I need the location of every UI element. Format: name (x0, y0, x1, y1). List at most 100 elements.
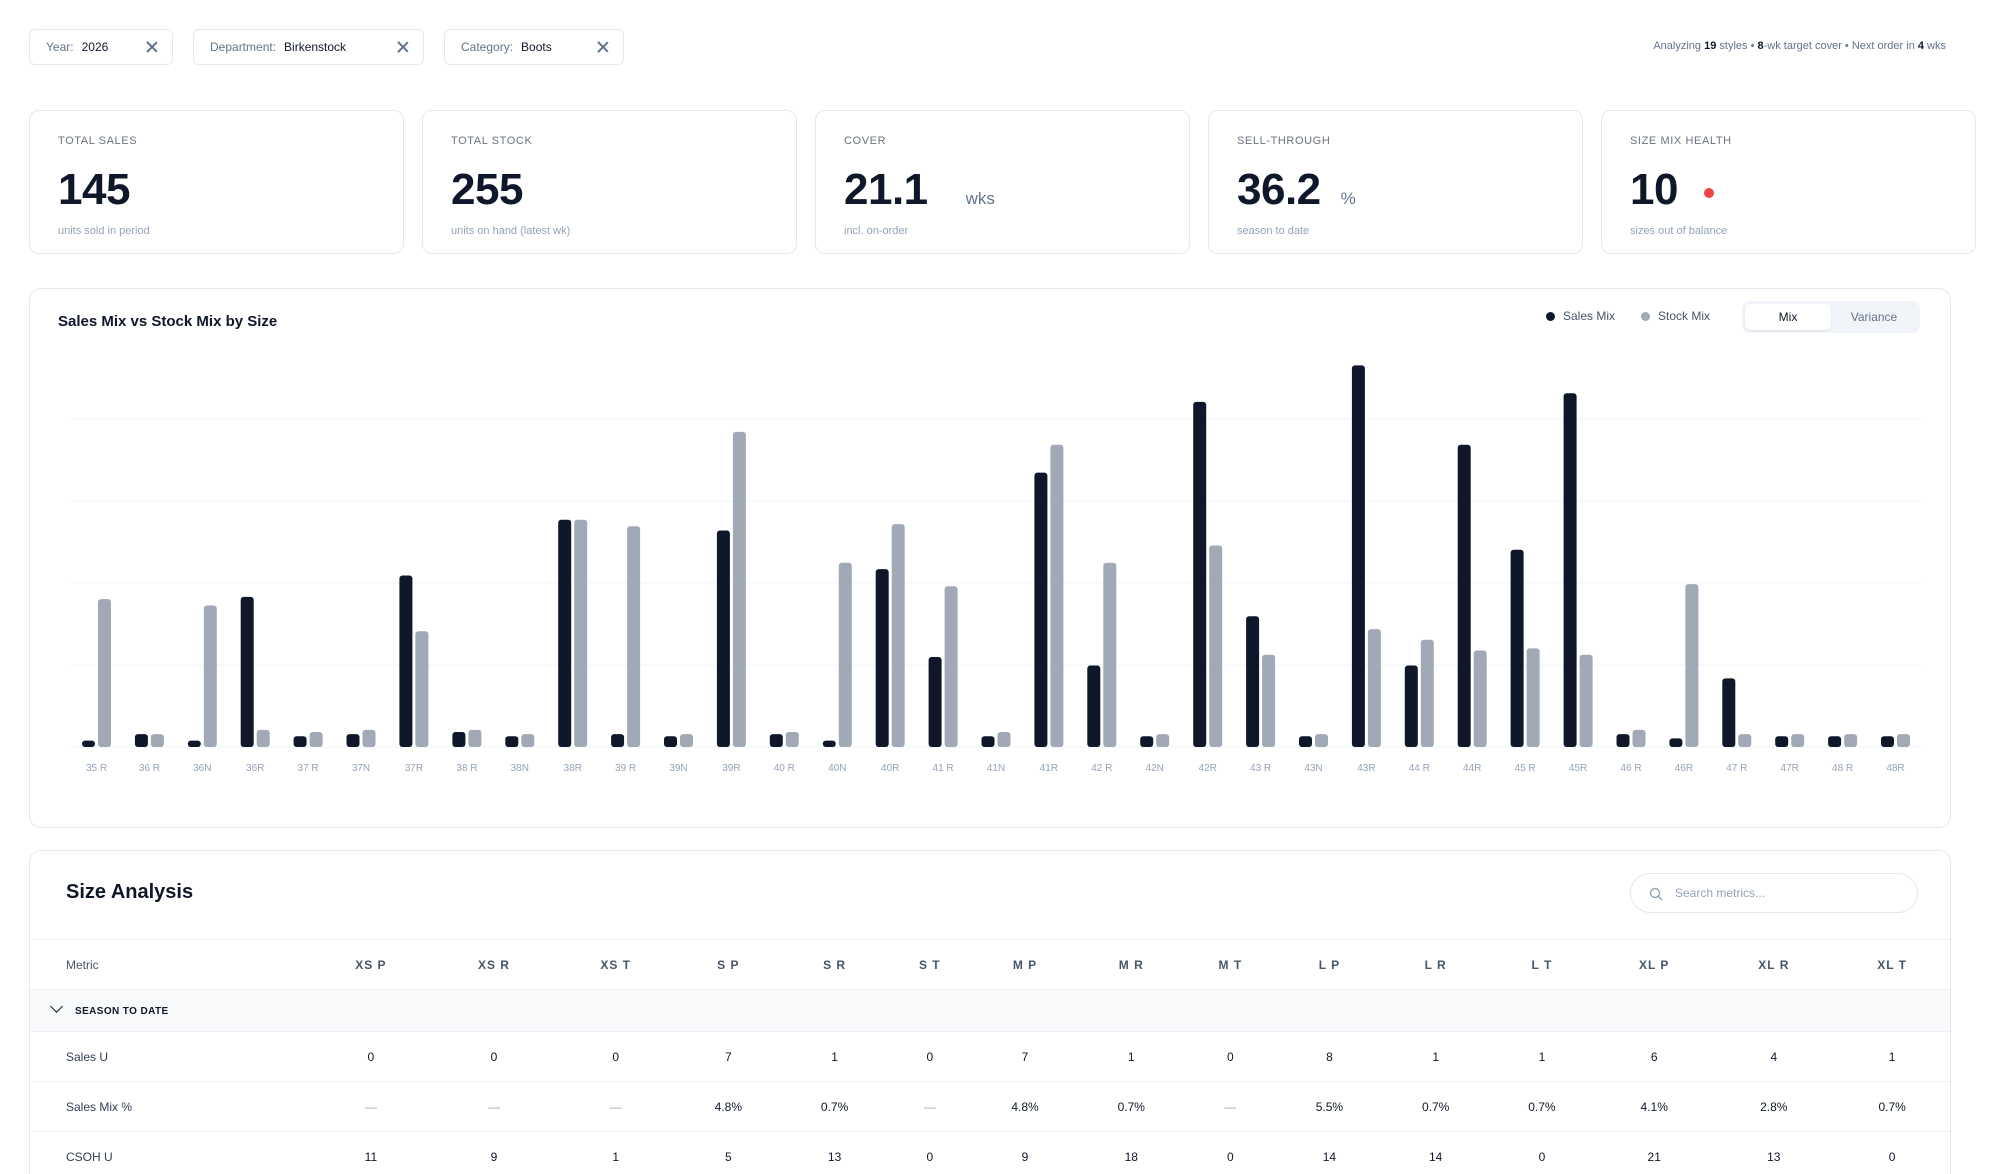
bar-stock-mix-39r[interactable] (732, 431, 746, 747)
bar-sales-mix-46r[interactable] (1616, 734, 1630, 747)
bar-stock-mix-38r[interactable] (574, 519, 588, 747)
x-tick-label: 48R (1886, 763, 1904, 774)
bar-sales-mix-41n[interactable] (981, 736, 995, 747)
bar-sales-mix-39r[interactable] (716, 530, 730, 748)
bar-sales-mix-44r[interactable] (1404, 665, 1418, 748)
bar-sales-mix-43n[interactable] (1299, 736, 1312, 747)
bar-sales-mix-40r[interactable] (875, 569, 889, 747)
bar-sales-mix-48r[interactable] (1828, 736, 1842, 747)
bar-sales-mix-48r[interactable] (1881, 736, 1894, 747)
bar-stock-mix-37r[interactable] (415, 631, 429, 747)
bar-sales-mix-42n[interactable] (1140, 736, 1154, 747)
filter-chip-department[interactable]: Department: Birkenstock (193, 29, 424, 65)
kpi-label: TOTAL STOCK (451, 135, 533, 147)
bar-stock-mix-45r[interactable] (1526, 648, 1540, 747)
bar-stock-mix-45r[interactable] (1579, 654, 1593, 747)
table-row: CSOH U 11 9 1 5 13 0 9 18 0 14 14 0 21 13 0 (30, 1131, 1950, 1174)
bar-stock-mix-37n[interactable] (362, 729, 376, 747)
bar-stock-mix-39n[interactable] (680, 734, 693, 747)
bar-stock-mix-39r[interactable] (627, 526, 641, 747)
bar-stock-mix-36r[interactable] (150, 734, 164, 747)
bar-sales-mix-39n[interactable] (664, 736, 677, 747)
bar-sales-mix-36r[interactable] (240, 596, 254, 747)
bar-sales-mix-40n[interactable] (822, 740, 836, 747)
bar-sales-mix-39r[interactable] (611, 734, 625, 747)
kpi-label: SELL-THROUGH (1237, 135, 1331, 147)
bar-sales-mix-36r[interactable] (134, 734, 148, 747)
bar-stock-mix-35r[interactable] (98, 599, 111, 747)
bar-stock-mix-46r[interactable] (1685, 584, 1699, 747)
bar-stock-mix-43n[interactable] (1315, 734, 1328, 747)
bar-sales-mix-37r[interactable] (293, 736, 307, 747)
bar-stock-mix-42r[interactable] (1209, 545, 1223, 748)
group-row-season-to-date[interactable]: SEASON TO DATE (30, 989, 1950, 1032)
bar-stock-mix-47r[interactable] (1791, 734, 1805, 747)
x-tick-label: 46R (1675, 763, 1693, 774)
summary-styles-count: 19 (1704, 40, 1717, 52)
bar-stock-mix-38r[interactable] (468, 729, 482, 747)
bar-sales-mix-46r[interactable] (1669, 738, 1683, 747)
table-cell: 8 (1276, 1031, 1383, 1082)
x-tick-label: 42R (1199, 763, 1217, 774)
close-icon[interactable] (595, 39, 611, 55)
bar-sales-mix-43r[interactable] (1246, 616, 1260, 747)
bar-stock-mix-37r[interactable] (309, 732, 323, 747)
bar-stock-mix-40r[interactable] (891, 524, 905, 747)
bar-sales-mix-38r[interactable] (452, 732, 466, 747)
toggle-mix-button[interactable]: Mix (1745, 304, 1831, 330)
bar-sales-mix-38n[interactable] (505, 736, 519, 747)
summary-text: Analyzing (1653, 40, 1705, 52)
bar-sales-mix-38r[interactable] (558, 519, 572, 747)
bar-sales-mix-37n[interactable] (346, 734, 360, 747)
bar-stock-mix-44r[interactable] (1420, 639, 1434, 747)
bar-stock-mix-44r[interactable] (1473, 650, 1487, 748)
legend-label: Sales Mix (1562, 309, 1615, 323)
bar-sales-mix-45r[interactable] (1510, 549, 1524, 747)
bar-stock-mix-48r[interactable] (1844, 734, 1858, 747)
bar-stock-mix-36n[interactable] (203, 605, 217, 748)
table-cell: 13 (781, 1131, 888, 1174)
bar-sales-mix-41r[interactable] (1034, 472, 1048, 747)
close-icon[interactable] (144, 39, 160, 55)
bar-stock-mix-41r[interactable] (944, 586, 958, 747)
table-cell: 11 (310, 1131, 432, 1174)
x-tick-label: 40N (828, 763, 846, 774)
bar-stock-mix-47r[interactable] (1738, 734, 1752, 747)
bar-stock-mix-40r[interactable] (785, 732, 799, 747)
bar-sales-mix-35r[interactable] (82, 740, 95, 747)
filter-chip-category[interactable]: Category: Boots (444, 29, 624, 65)
bar-sales-mix-43r[interactable] (1351, 365, 1365, 747)
bar-sales-mix-36n[interactable] (187, 740, 201, 747)
bar-stock-mix-40n[interactable] (838, 562, 852, 747)
bar-sales-mix-37r[interactable] (399, 575, 413, 748)
bar-sales-mix-45r[interactable] (1563, 393, 1577, 747)
bar-sales-mix-40r[interactable] (769, 734, 783, 747)
bar-stock-mix-48r[interactable] (1897, 734, 1910, 747)
bar-stock-mix-36r[interactable] (256, 729, 270, 747)
bar-sales-mix-41r[interactable] (928, 657, 942, 747)
bar-sales-mix-42r[interactable] (1087, 665, 1101, 748)
close-icon[interactable] (395, 39, 411, 55)
bar-stock-mix-41r[interactable] (1050, 444, 1064, 747)
bar-stock-mix-41n[interactable] (997, 732, 1011, 747)
bar-sales-mix-44r[interactable] (1457, 444, 1471, 747)
bar-stock-mix-42n[interactable] (1156, 734, 1170, 747)
bar-stock-mix-43r[interactable] (1262, 654, 1276, 747)
bar-sales-mix-47r[interactable] (1722, 678, 1736, 747)
bar-stock-mix-42r[interactable] (1103, 562, 1117, 747)
filter-key: Category: (461, 40, 514, 54)
bar-sales-mix-42r[interactable] (1193, 401, 1207, 747)
search-input[interactable] (1675, 886, 1895, 900)
search-box[interactable] (1630, 873, 1918, 913)
filter-chip-year[interactable]: Year: 2026 (29, 29, 173, 65)
group-cell[interactable]: SEASON TO DATE (30, 989, 1950, 1032)
bar-stock-mix-38n[interactable] (521, 734, 535, 747)
filter-key: Year: (46, 40, 74, 54)
toggle-variance-button[interactable]: Variance (1850, 310, 1898, 324)
bar-sales-mix-47r[interactable] (1775, 736, 1789, 747)
bar-stock-mix-43r[interactable] (1367, 629, 1381, 747)
chevron-down-icon[interactable] (50, 999, 63, 1013)
bar-stock-mix-46r[interactable] (1632, 729, 1646, 747)
sales-stock-mix-chart: 35 R 36 R 36N 36R 37 R 37N 37R 38 R 38N 38R 39 R 39… (70, 365, 1922, 774)
